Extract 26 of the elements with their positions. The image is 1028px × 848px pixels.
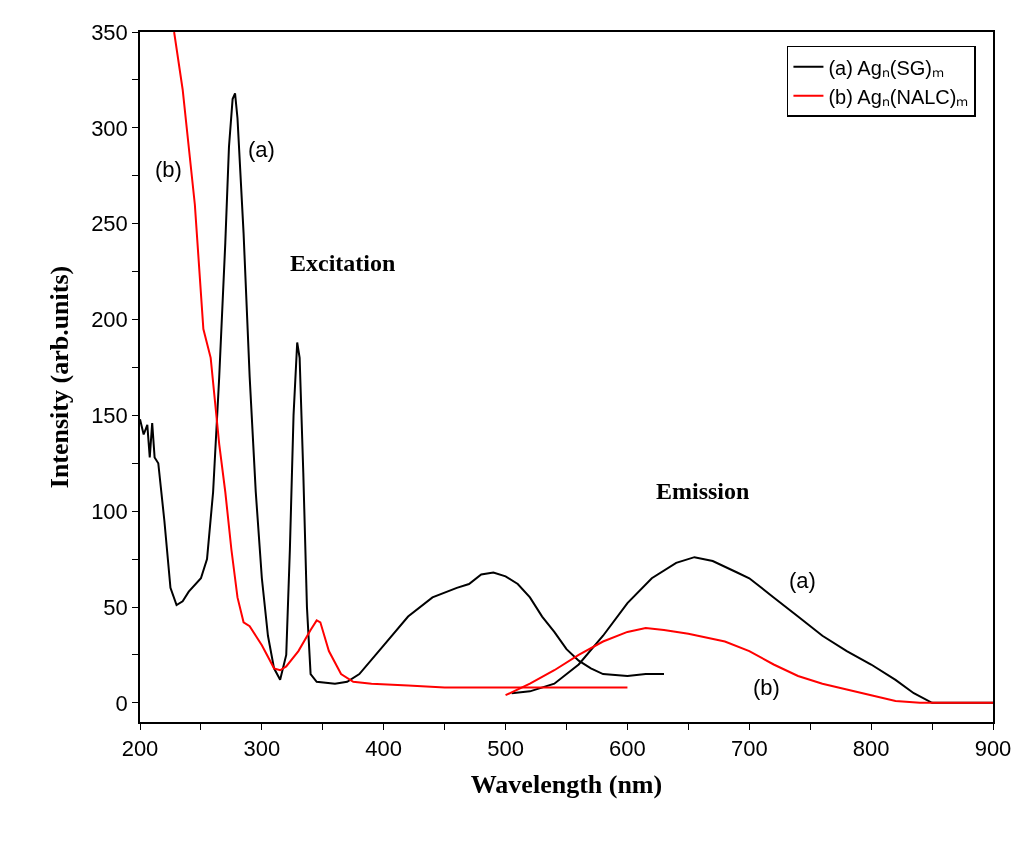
y-axis-title: Intensity (arb.units)	[45, 265, 75, 489]
annotation: (a)	[789, 568, 816, 593]
annotation: Excitation	[290, 250, 396, 276]
y-tick-label: 0	[115, 690, 128, 716]
legend-label: (a) Agₙ(SG)ₘ	[828, 56, 945, 79]
x-axis-title: Wavelength (nm)	[470, 770, 663, 800]
x-tick-label: 500	[487, 736, 524, 762]
annotation: Emission	[656, 478, 750, 504]
x-tick-label: 300	[243, 736, 281, 762]
x-tick-label: 900	[974, 736, 1012, 762]
annotation: (b)	[753, 675, 780, 700]
y-tick-label: 100	[91, 498, 128, 524]
y-tick-label: 50	[103, 594, 128, 620]
annotation: (b)	[155, 157, 182, 182]
x-tick-label: 200	[121, 736, 159, 762]
x-tick-label: 700	[730, 736, 768, 762]
annotation: (a)	[248, 137, 275, 162]
x-tick-label: 400	[365, 736, 403, 762]
y-tick-label: 150	[91, 403, 128, 429]
y-tick-label: 200	[91, 307, 128, 333]
x-tick-label: 600	[609, 736, 646, 762]
x-tick-label: 800	[852, 736, 890, 762]
y-tick-label: 350	[91, 19, 128, 45]
y-tick-label: 300	[91, 115, 128, 141]
legend-label: (b) Agₙ(NALC)ₘ	[828, 85, 969, 108]
y-tick-label: 250	[91, 211, 128, 237]
